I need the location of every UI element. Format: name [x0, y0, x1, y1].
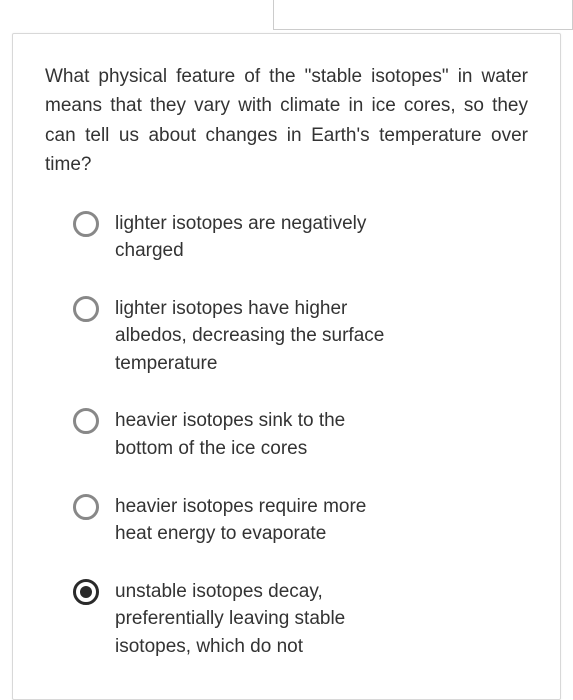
option-label: lighter isotopes are negatively charged	[115, 210, 405, 265]
radio-button-selected[interactable]	[73, 579, 99, 605]
question-text: What physical feature of the "stable iso…	[45, 62, 528, 180]
option-label: lighter isotopes have higher albedos, de…	[115, 295, 405, 378]
options-list: lighter isotopes are negatively charged …	[45, 210, 528, 661]
radio-button[interactable]	[73, 494, 99, 520]
radio-button[interactable]	[73, 211, 99, 237]
option-row[interactable]: heavier isotopes require more heat energ…	[73, 493, 528, 548]
option-label: unstable isotopes decay, preferentially …	[115, 578, 405, 661]
option-row[interactable]: lighter isotopes are negatively charged	[73, 210, 528, 265]
top-empty-box	[273, 0, 573, 30]
question-card: What physical feature of the "stable iso…	[12, 33, 561, 700]
radio-button[interactable]	[73, 296, 99, 322]
option-row[interactable]: unstable isotopes decay, preferentially …	[73, 578, 528, 661]
option-row[interactable]: lighter isotopes have higher albedos, de…	[73, 295, 528, 378]
option-label: heavier isotopes sink to the bottom of t…	[115, 407, 405, 462]
radio-button[interactable]	[73, 408, 99, 434]
option-label: heavier isotopes require more heat energ…	[115, 493, 405, 548]
option-row[interactable]: heavier isotopes sink to the bottom of t…	[73, 407, 528, 462]
